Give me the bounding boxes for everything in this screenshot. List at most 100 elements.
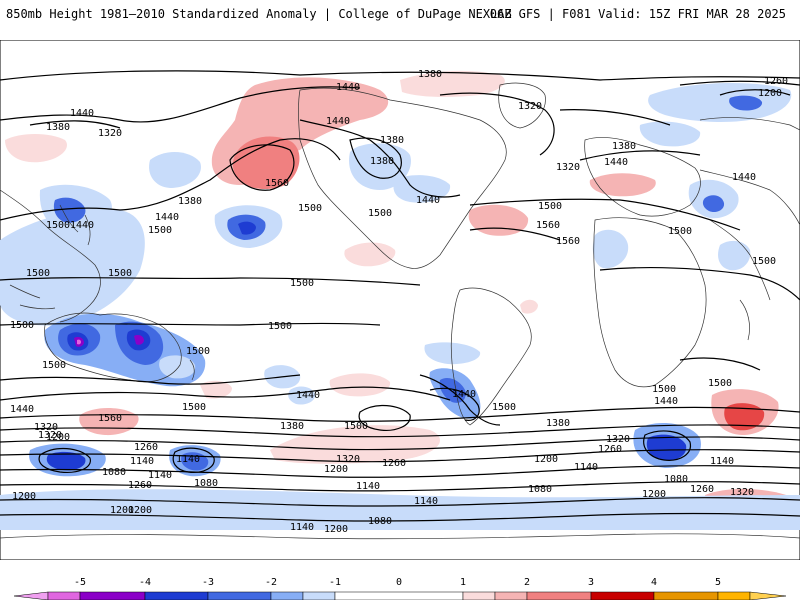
contour-label: 1200 xyxy=(324,524,348,535)
contour-1440-namerica xyxy=(299,119,461,198)
contour-label: 1440 xyxy=(416,195,440,206)
contour-label: 1560 xyxy=(536,220,560,231)
contour-label: 1500 xyxy=(186,346,210,357)
contour-label: 1140 xyxy=(290,522,314,533)
contour-1320-sh xyxy=(0,424,800,438)
contour-1380-atl xyxy=(559,109,671,126)
colorbar-tick-label: 4 xyxy=(651,577,657,588)
contour-label: 1560 xyxy=(556,236,580,247)
contour-label: 1440 xyxy=(70,220,94,231)
contour-label: 1500 xyxy=(268,321,292,332)
contour-1500-indian xyxy=(679,357,761,371)
contour-label: 1380 xyxy=(178,196,202,207)
contour-label: 1140 xyxy=(176,454,200,465)
contour-label: 1320 xyxy=(730,487,754,498)
coast-north-america xyxy=(298,87,507,269)
colorbar-arrow-right xyxy=(749,591,787,600)
contour-label: 1500 xyxy=(46,220,70,231)
colorbar-swatch xyxy=(526,591,592,600)
anomaly-pos-satl-core xyxy=(724,403,765,431)
contour-label: 1440 xyxy=(336,82,360,93)
contour-label: 1140 xyxy=(148,470,172,481)
contour-label: 1560 xyxy=(98,413,122,424)
colorbar-swatch xyxy=(653,591,719,600)
contour-label: 1500 xyxy=(182,402,206,413)
contour-label: 1500 xyxy=(492,402,516,413)
contour-1500-sam xyxy=(419,374,501,426)
contour-label: 1500 xyxy=(708,378,732,389)
anomaly-pos-satl-small xyxy=(200,380,232,399)
contour-1080-so-c xyxy=(172,447,215,473)
contour-label: 1500 xyxy=(290,278,314,289)
contour-label: 1500 xyxy=(752,256,776,267)
colorbar-arrow-left xyxy=(13,591,49,600)
contour-label: 1200 xyxy=(758,88,782,99)
contour-label: 1500 xyxy=(538,201,562,212)
coast-nz xyxy=(189,359,195,381)
colorbar-swatch xyxy=(334,591,464,600)
anomaly-neg-spac-small xyxy=(288,386,316,405)
anomaly-neg-polar-edge xyxy=(0,520,800,530)
anomaly-neg-siberia-core xyxy=(729,95,763,111)
anomaly-neg-russia xyxy=(639,121,701,147)
contour-1500-africa xyxy=(599,266,800,301)
coast-greenland xyxy=(498,82,546,129)
anomaly-pos-core-alaska xyxy=(232,136,300,190)
contour-1080-so-e xyxy=(643,430,691,461)
contour-1320-npac xyxy=(29,120,121,129)
contour-label: 1260 xyxy=(128,480,152,491)
contour-label: 1200 xyxy=(46,432,70,443)
contour-1560-alaska xyxy=(229,144,295,191)
contour-label: 1140 xyxy=(130,456,154,467)
contour-label: 1440 xyxy=(326,116,350,127)
anomaly-neg-npac-core-inner xyxy=(238,221,256,235)
coast-asia-south xyxy=(709,219,771,341)
contour-label: 1140 xyxy=(356,481,380,492)
contour-label: 1200 xyxy=(12,491,36,502)
contour-label: 1500 xyxy=(344,421,368,432)
contour-1080-sh xyxy=(0,481,800,492)
colorbar-tick-label: -3 xyxy=(202,577,214,588)
colorbar-tick-label: -4 xyxy=(139,577,151,588)
coast-antarctica xyxy=(0,533,800,540)
contour-label: 1200 xyxy=(534,454,558,465)
colorbar-tick-label: -1 xyxy=(329,577,341,588)
contour-label: 1500 xyxy=(108,268,132,279)
contour-label: 1380 xyxy=(546,418,570,429)
contour-label: 1080 xyxy=(102,467,126,478)
colorbar: -5 -4 -3 -2 -1 0 1 2 3 4 5 xyxy=(13,577,787,600)
anomaly-neg-tropic-pac xyxy=(424,342,481,365)
contour-label: 1440 xyxy=(70,108,94,119)
colorbar-swatch xyxy=(590,591,655,600)
contour-label: 1500 xyxy=(42,360,66,371)
contour-1500-pac-long xyxy=(0,277,421,286)
contour-1380-sh-loop xyxy=(358,405,411,431)
contour-1140-sh-2 xyxy=(0,497,800,507)
coast-africa xyxy=(593,217,707,388)
contour-label: 1320 xyxy=(606,434,630,445)
contour-label: 1140 xyxy=(710,456,734,467)
contour-label: 1140 xyxy=(414,496,438,507)
contour-label: 1260 xyxy=(690,484,714,495)
anomaly-neg-nz xyxy=(159,355,196,379)
anomaly-pos-arctic xyxy=(400,70,505,97)
contour-label: 1320 xyxy=(34,422,58,433)
contour-label: 1200 xyxy=(324,464,348,475)
contour-1500-sh xyxy=(0,374,301,385)
height-contours xyxy=(0,70,800,522)
contour-label: 1320 xyxy=(38,430,62,441)
contour-label: 1380 xyxy=(46,122,70,133)
contour-label: 1380 xyxy=(370,156,394,167)
contour-label: 1500 xyxy=(10,320,34,331)
contour-1140-sh xyxy=(0,465,800,478)
colorbar-swatch xyxy=(207,591,272,600)
contour-label: 1440 xyxy=(452,389,476,400)
colorbar-tick-label: -2 xyxy=(265,577,277,588)
anomaly-pos-europe xyxy=(589,173,656,197)
contour-1500-atl xyxy=(469,198,741,231)
contour-1200-siberia xyxy=(719,89,791,96)
contour-1440-sh xyxy=(0,386,451,401)
model-run-info: 06Z GFS | F081 Valid: 15Z FRI MAR 28 202… xyxy=(489,7,786,21)
anomaly-neg-westus-outer xyxy=(349,143,411,190)
anomaly-neg-japan-sea-inner xyxy=(53,197,86,223)
